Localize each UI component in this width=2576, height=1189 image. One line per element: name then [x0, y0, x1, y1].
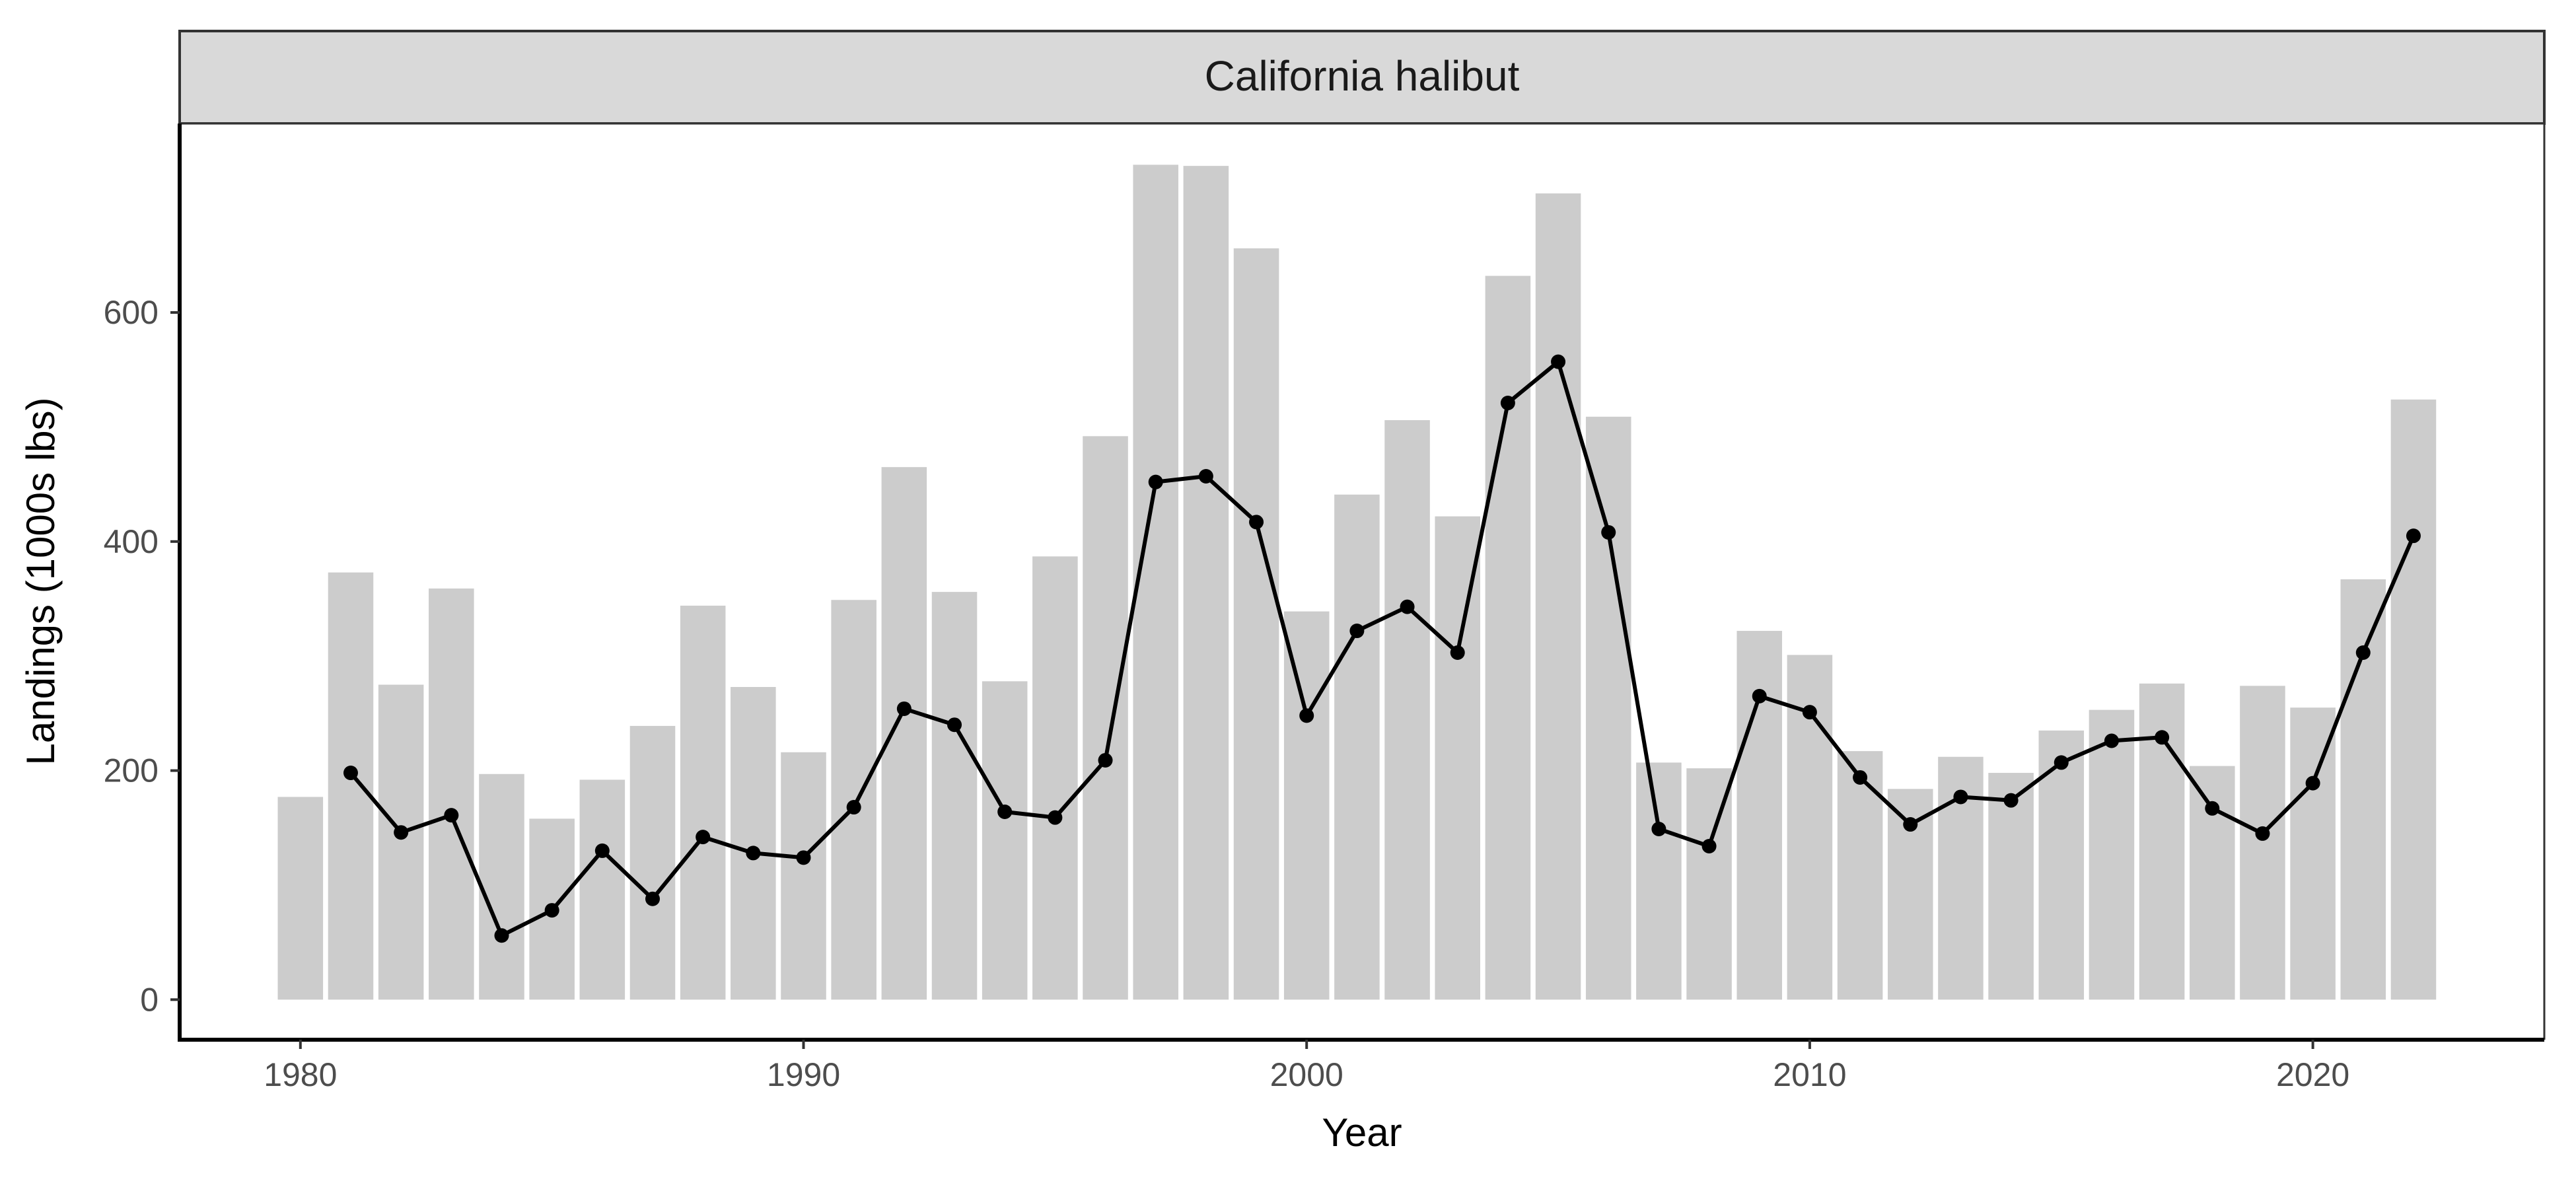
point-1988: [696, 830, 711, 845]
point-2009: [1752, 688, 1767, 703]
point-1999: [1249, 515, 1264, 530]
bar-2005: [1535, 193, 1581, 1000]
point-2011: [1853, 770, 1868, 785]
bar-2011: [1837, 751, 1883, 1000]
facet-strip-background: [178, 30, 2546, 125]
bar-1995: [1032, 556, 1078, 1000]
x-axis-title: Year: [1322, 1110, 1402, 1155]
bar-2014: [1988, 773, 2034, 1000]
point-1989: [746, 846, 761, 861]
bar-2002: [1384, 420, 1430, 1000]
point-2022: [2406, 528, 2421, 544]
x-tick-label-2010: 2010: [1773, 1056, 1846, 1093]
point-1981: [343, 766, 358, 781]
bar-1992: [881, 467, 927, 1000]
point-2017: [2155, 730, 2170, 745]
point-1984: [494, 928, 509, 943]
point-2016: [2104, 733, 2119, 748]
bar-1990: [781, 752, 826, 1000]
bar-2007: [1636, 762, 1682, 1000]
bar-1991: [831, 600, 877, 1000]
bar-2018: [2190, 766, 2235, 1000]
y-tick-label-0: 0: [140, 981, 159, 1018]
point-2020: [2305, 775, 2320, 791]
point-2012: [1903, 817, 1918, 832]
bar-2003: [1435, 516, 1480, 1000]
x-axis-ticks: 1980 1990 2000 2010 2020: [264, 1040, 2349, 1093]
x-tick-label-2020: 2020: [2276, 1056, 2349, 1093]
point-1987: [645, 891, 660, 906]
point-1986: [594, 843, 610, 858]
bar-1988: [680, 605, 726, 1000]
point-2010: [1802, 705, 1817, 720]
point-1983: [444, 808, 459, 823]
x-tick-label-1990: 1990: [767, 1056, 840, 1093]
point-2006: [1601, 524, 1616, 540]
point-1991: [846, 800, 861, 815]
bar-1989: [731, 687, 776, 1000]
y-tick-label-600: 600: [104, 294, 159, 331]
point-1982: [394, 825, 409, 840]
point-1998: [1198, 469, 1213, 484]
facet-strip: California halibut: [178, 30, 2546, 125]
landings-line: [349, 358, 2415, 939]
point-1997: [1148, 474, 1163, 489]
point-2007: [1651, 821, 1666, 836]
bar-1982: [378, 684, 424, 1000]
point-2021: [2355, 645, 2371, 660]
bar-2004: [1485, 275, 1531, 1000]
y-tick-label-200: 200: [104, 752, 159, 789]
point-2015: [2054, 755, 2069, 770]
point-2005: [1551, 354, 1566, 369]
line-series: [349, 358, 2415, 939]
bar-1993: [931, 592, 978, 1000]
bar-1986: [579, 779, 626, 1000]
point-2018: [2205, 801, 2220, 816]
point-1993: [947, 717, 962, 733]
bar-2022: [2390, 399, 2437, 1000]
point-2004: [1500, 396, 1515, 411]
point-1985: [544, 903, 559, 918]
point-2002: [1400, 599, 1415, 614]
point-2000: [1299, 708, 1314, 723]
bar-1996: [1083, 436, 1128, 1000]
facet-title: California halibut: [1205, 52, 1520, 100]
bar-2019: [2240, 686, 2285, 1000]
point-1992: [896, 701, 912, 716]
point-1990: [796, 850, 811, 865]
bar-2016: [2089, 709, 2135, 1000]
point-2013: [1953, 789, 1968, 805]
point-1996: [1098, 752, 1113, 768]
bar-2006: [1585, 416, 1631, 1000]
bar-1997: [1133, 164, 1178, 1000]
bar-1987: [629, 725, 676, 1000]
y-axis-title: Landings (1000s lbs): [18, 397, 63, 765]
point-2008: [1701, 839, 1717, 853]
y-axis-ticks: 0 200 400 600: [104, 294, 180, 1018]
y-tick-label-400: 400: [104, 523, 159, 560]
point-1995: [1048, 810, 1063, 825]
bar-2009: [1736, 631, 1783, 1000]
bar-1980: [277, 797, 324, 1000]
bar-2001: [1334, 494, 1380, 1000]
bar-2000: [1283, 611, 1330, 1000]
point-2001: [1349, 624, 1365, 639]
x-tick-label-1980: 1980: [264, 1056, 337, 1093]
point-2003: [1450, 645, 1465, 660]
x-tick-label-2000: 2000: [1270, 1056, 1343, 1093]
bar-2015: [2038, 730, 2085, 1000]
point-2014: [2003, 793, 2019, 808]
bar-2020: [2290, 707, 2336, 1000]
bar-1981: [328, 572, 374, 1000]
bar-2021: [2340, 579, 2386, 1000]
bar-1999: [1233, 248, 1279, 1000]
bar-1984: [479, 774, 524, 1000]
bar-1998: [1183, 166, 1229, 1000]
point-2019: [2255, 826, 2270, 841]
bar-1994: [982, 681, 1028, 1000]
point-series: [343, 354, 2421, 943]
point-1994: [997, 804, 1013, 819]
bar-1983: [429, 588, 474, 1000]
